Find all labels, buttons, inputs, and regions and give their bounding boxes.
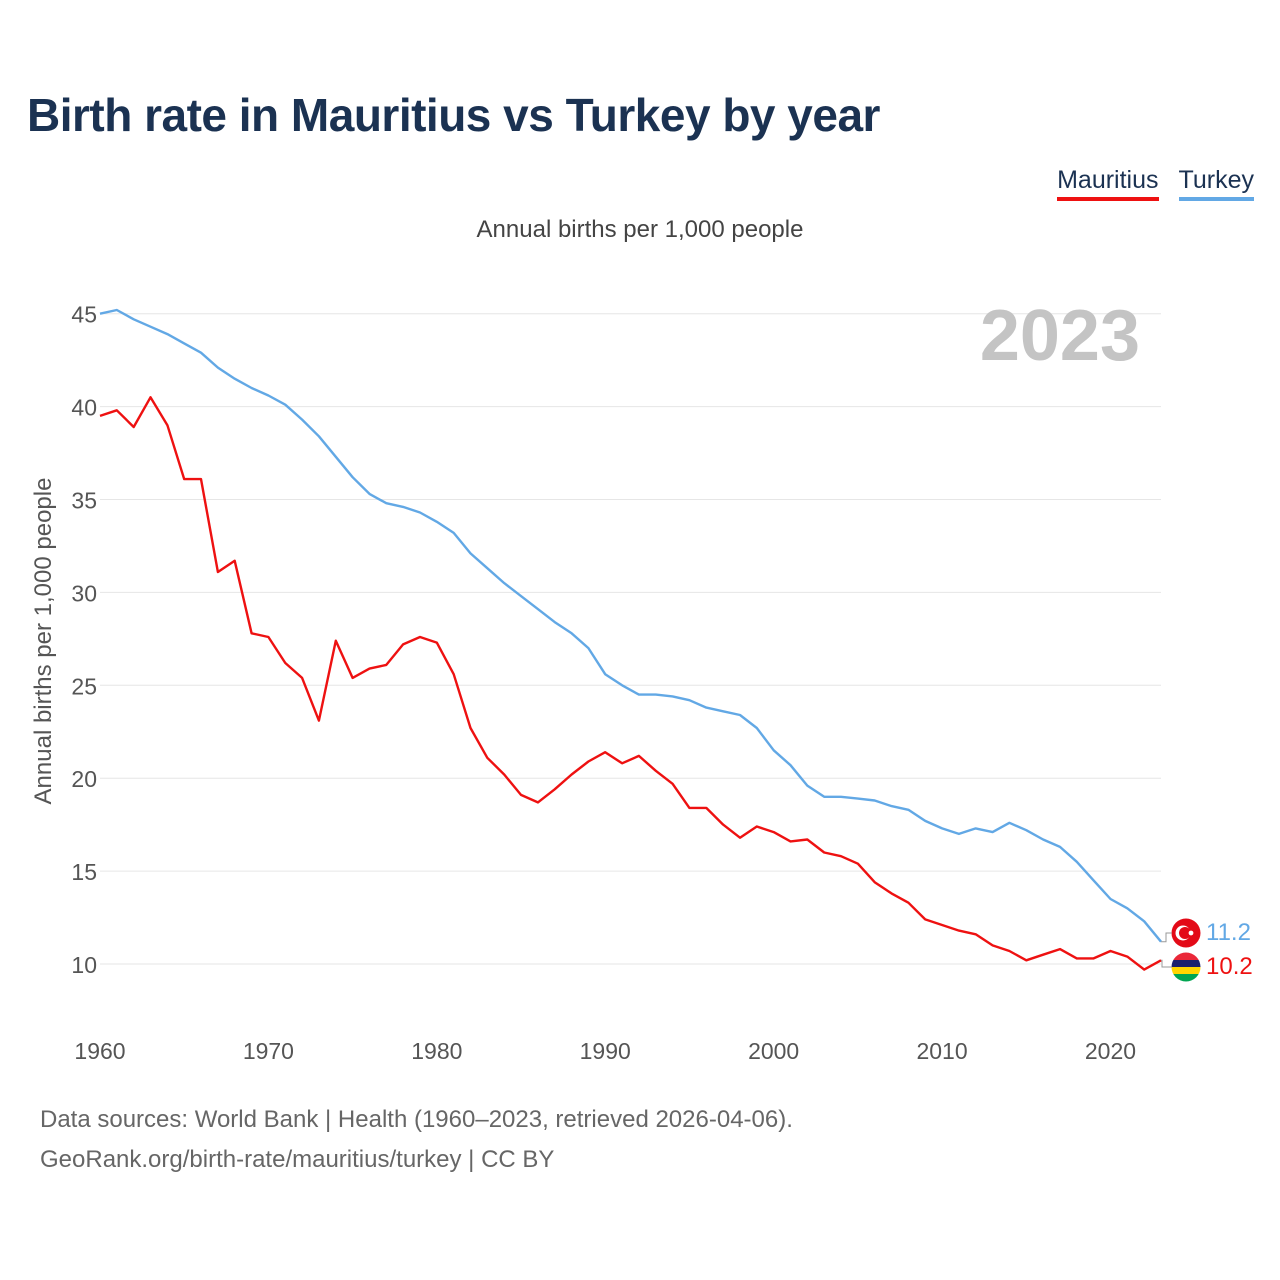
chart-title: Birth rate in Mauritius vs Turkey by yea… [27,89,880,141]
mauritius-connector [1161,959,1172,968]
y-tick-label-20: 20 [71,766,97,792]
mauritius-end-label: 10.2 [1206,953,1253,980]
y-tick-label-25: 25 [71,673,97,699]
turkey-connector [1161,932,1172,943]
source-line-2[interactable]: GeoRank.org/birth-rate/mauritius/turkey … [40,1146,555,1173]
series-lines [99,308,1162,971]
y-axis-label: Annual births per 1,000 people [30,478,57,805]
x-tick-label-2020: 2020 [1085,1038,1136,1064]
x-tick-label-1990: 1990 [580,1038,631,1064]
watermark-year: 2023 [980,296,1140,376]
x-tick-label-1970: 1970 [243,1038,294,1064]
x-tick-label-1980: 1980 [411,1038,462,1064]
y-tick-label-15: 15 [71,859,97,885]
chart-subtitle: Annual births per 1,000 people [476,216,804,243]
legend-item-turkey[interactable]: Turkey [1178,166,1254,201]
x-tick-label-1960: 1960 [74,1038,125,1064]
source-line-1: Data sources: World Bank | Health (1960–… [40,1106,793,1133]
y-tick-label-45: 45 [71,302,97,328]
x-axis-ticks: 1960 1970 1980 1990 2000 2010 2020 [74,1038,1136,1064]
legend-item-mauritius[interactable]: Mauritius [1057,166,1159,201]
series-line-mauritius [99,396,1162,971]
y-tick-label-10: 10 [71,952,97,978]
mauritius-flag-icon [1171,952,1201,982]
legend: Mauritius Turkey [1057,166,1254,201]
grid-lines [100,313,1161,965]
x-tick-label-2010: 2010 [916,1038,967,1064]
turkey-flag-icon [1171,918,1201,948]
y-tick-label-30: 30 [71,580,97,606]
y-tick-label-40: 40 [71,395,97,421]
y-tick-label-35: 35 [71,488,97,514]
y-axis-ticks: 10 15 20 25 30 35 40 45 [71,302,97,978]
x-tick-label-2000: 2000 [748,1038,799,1064]
series-line-turkey [99,308,1162,943]
turkey-end-label: 11.2 [1206,919,1251,946]
end-markers: 11.2 10.2 [1161,918,1253,982]
